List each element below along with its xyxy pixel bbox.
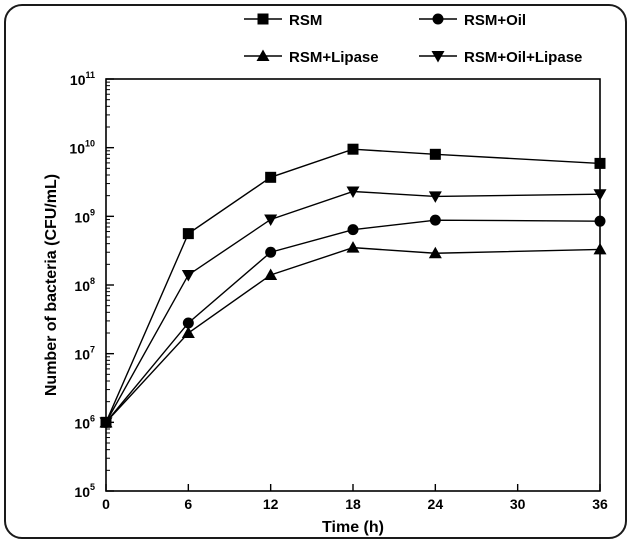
legend-item-rsm: RSM	[244, 12, 322, 29]
y-axis-title: Number of bacteria (CFU/mL)	[43, 174, 60, 396]
series-line-rsm-oil	[105, 219, 601, 423]
plot-area	[105, 78, 601, 492]
data-point-square-rsm	[594, 157, 606, 169]
y-tick-labels: 105 106 107 108 109 1010 1011	[69, 70, 95, 500]
data-point-circle-rsm-oil	[182, 317, 194, 329]
data-point-triangle-down-rsm-oil-lipase	[428, 191, 442, 203]
data-point-triangle-down-rsm-oil-lipase	[593, 189, 607, 201]
legend-label-rsm-oil: RSM+Oil	[464, 12, 526, 29]
y-tick-label: 106	[74, 413, 95, 431]
x-tick-label: 24	[428, 496, 444, 512]
y-tick-label: 108	[74, 276, 95, 294]
legend-label-rsm-oil-lipase: RSM+Oil+Lipase	[464, 49, 582, 66]
data-point-triangle-up-rsm-lipase	[264, 268, 278, 280]
legend-item-rsm-lipase: RSM+Lipase	[244, 49, 379, 66]
data-point-circle-rsm-oil	[265, 246, 277, 258]
y-tick-label: 105	[74, 482, 95, 500]
x-tick-label: 12	[263, 496, 279, 512]
legend-marker-triangle-up	[256, 49, 270, 61]
x-axis-title: Time (h)	[322, 519, 384, 536]
x-tick-label: 6	[184, 496, 192, 512]
data-point-circle-rsm-oil	[594, 215, 606, 227]
x-tick-label: 30	[510, 496, 526, 512]
y-tick-label: 109	[74, 207, 95, 225]
x-tick-label: 18	[345, 496, 361, 512]
x-tick-label: 36	[592, 496, 608, 512]
series-markers	[99, 143, 607, 429]
legend-item-rsm-oil: RSM+Oil	[419, 12, 526, 29]
legend-marker-circle	[432, 13, 444, 25]
data-point-square-rsm	[265, 171, 277, 183]
y-tick-label: 1010	[69, 139, 95, 157]
legend-label-rsm-lipase: RSM+Lipase	[289, 49, 379, 66]
y-tick-label: 1011	[70, 70, 95, 88]
series-line-rsm-oil-lipase	[105, 190, 601, 423]
legend-item-rsm-oil-lipase: RSM+Oil+Lipase	[419, 49, 582, 66]
legend: RSM RSM+Oil RSM+Lipase RSM+Oil+Lipase	[244, 12, 582, 66]
data-point-square-rsm	[182, 228, 194, 240]
series-line-rsm	[105, 148, 601, 423]
legend-marker-triangle-down	[431, 51, 445, 63]
data-point-triangle-down-rsm-oil-lipase	[346, 186, 360, 198]
data-point-triangle-down-rsm-oil-lipase	[264, 214, 278, 226]
legend-label-rsm: RSM	[289, 12, 322, 29]
data-point-square-rsm	[347, 143, 359, 155]
series-lines	[105, 148, 601, 423]
data-point-triangle-up-rsm-lipase	[428, 246, 442, 259]
data-point-triangle-down-rsm-oil-lipase	[181, 269, 195, 282]
data-point-triangle-up-rsm-lipase	[593, 242, 607, 255]
data-point-square-rsm	[429, 148, 441, 160]
legend-marker-square	[257, 13, 269, 25]
y-tick-label: 107	[74, 345, 95, 363]
axis-ticks	[105, 78, 601, 492]
x-tick-labels: 0 6 12 18 24 30 36	[102, 496, 608, 512]
data-point-circle-rsm-oil	[429, 214, 441, 226]
data-point-circle-rsm-oil	[347, 224, 359, 236]
data-point-triangle-up-rsm-lipase	[181, 326, 195, 338]
series-line-rsm-lipase	[105, 246, 601, 423]
data-point-triangle-down-rsm-oil-lipase	[99, 417, 113, 429]
x-tick-label: 0	[102, 496, 110, 512]
data-point-triangle-up-rsm-lipase	[346, 241, 360, 253]
